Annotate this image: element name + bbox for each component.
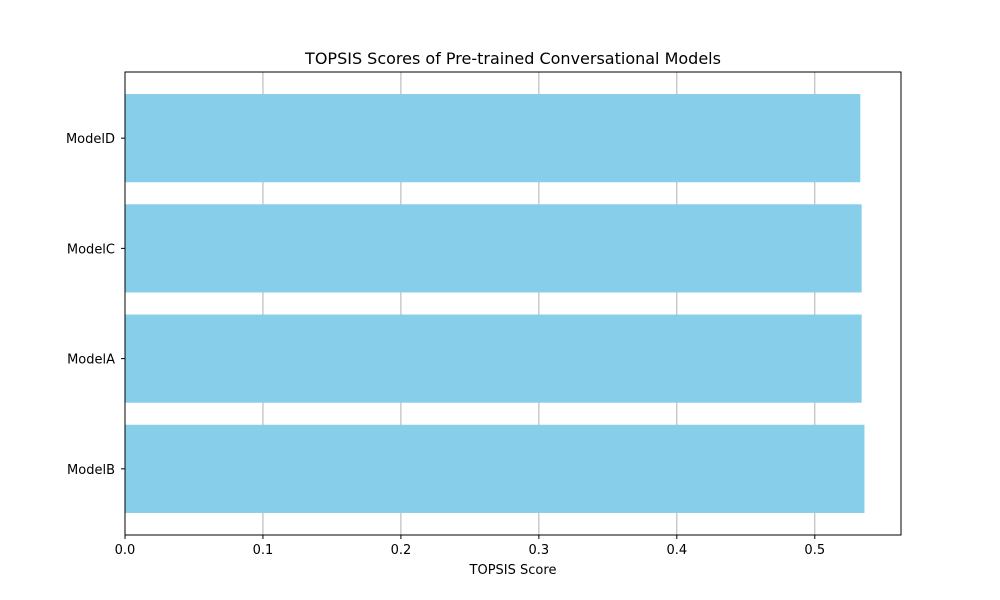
y-axis: ModelB ModelA ModelC ModelD: [66, 132, 125, 478]
x-axis: 0.0 0.1 0.2 0.3 0.4 0.5: [115, 535, 825, 558]
y-tick-label: ModelC: [67, 242, 115, 257]
x-tick-label: 0.4: [666, 543, 687, 558]
y-tick-label: ModelA: [67, 353, 115, 368]
bar-modeld: [125, 94, 861, 183]
x-axis-label: TOPSIS Score: [469, 563, 557, 578]
bar-modelb: [125, 424, 865, 513]
bar-layer: [125, 94, 865, 513]
x-tick-label: 0.0: [115, 543, 136, 558]
x-tick-label: 0.5: [804, 543, 825, 558]
bar-modelc: [125, 204, 862, 293]
y-tick-label: ModelB: [67, 463, 115, 478]
x-tick-label: 0.2: [391, 543, 412, 558]
y-tick-label: ModelD: [66, 132, 115, 147]
plot-frame: [124, 71, 902, 536]
x-tick-label: 0.3: [529, 543, 550, 558]
bar-modela: [125, 314, 862, 403]
chart-title: TOPSIS Scores of Pre-trained Conversatio…: [304, 49, 721, 68]
x-tick-label: 0.1: [253, 543, 274, 558]
